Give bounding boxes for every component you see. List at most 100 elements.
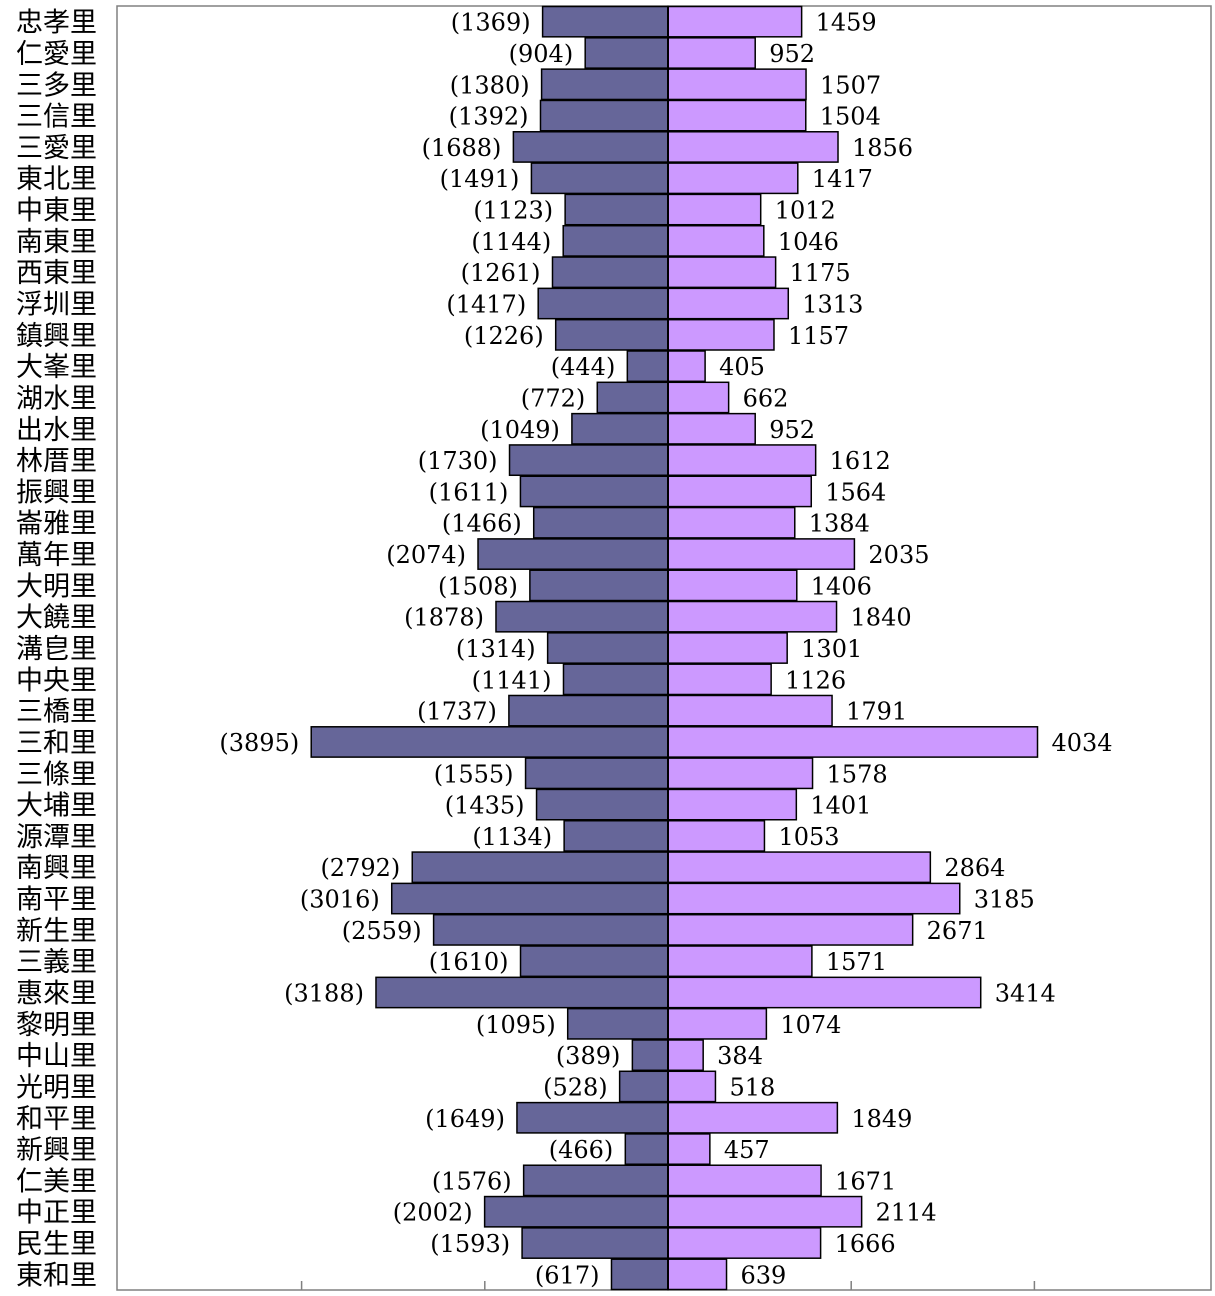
bar-left bbox=[596, 381, 669, 414]
data-label-right: 1012 bbox=[775, 197, 836, 225]
category-label: 南平里 bbox=[16, 885, 97, 916]
data-label-right: 3185 bbox=[974, 886, 1035, 914]
data-label-left: (1261) bbox=[461, 259, 541, 287]
bar-left bbox=[495, 600, 669, 633]
category-label: 大埔里 bbox=[16, 791, 97, 822]
category-label: 黎明里 bbox=[16, 1010, 97, 1041]
category-label: 中正里 bbox=[16, 1198, 97, 1229]
bar-left bbox=[519, 945, 669, 978]
data-label-left: (1392) bbox=[449, 103, 529, 131]
bar-left bbox=[618, 1070, 669, 1103]
bar-left bbox=[532, 506, 669, 539]
bar-right bbox=[667, 1258, 728, 1291]
data-label-left: (2002) bbox=[393, 1199, 473, 1227]
data-label-left: (444) bbox=[551, 353, 616, 381]
category-label: 忠孝里 bbox=[16, 8, 97, 39]
category-label: 三多里 bbox=[16, 70, 97, 101]
data-label-left: (617) bbox=[535, 1261, 600, 1289]
bar-right bbox=[667, 350, 706, 383]
category-label: 南興里 bbox=[16, 853, 97, 884]
bar-right bbox=[667, 131, 839, 163]
data-label-right: 1507 bbox=[820, 71, 881, 99]
data-label-right: 4034 bbox=[1052, 729, 1113, 757]
data-label-right: 662 bbox=[743, 384, 789, 412]
data-label-left: (1508) bbox=[438, 572, 518, 600]
bar-right bbox=[667, 506, 796, 539]
bar-right bbox=[667, 694, 833, 727]
bar-right bbox=[667, 788, 798, 821]
data-label-right: 1666 bbox=[835, 1230, 896, 1258]
data-label-left: (1380) bbox=[450, 71, 530, 99]
data-label-right: 3414 bbox=[995, 979, 1056, 1007]
bar-right bbox=[667, 1101, 839, 1134]
data-label-left: (1737) bbox=[417, 698, 497, 726]
bar-left bbox=[566, 1007, 669, 1040]
bar-left bbox=[631, 1039, 669, 1072]
bar-left bbox=[537, 287, 669, 320]
bar-left bbox=[508, 694, 669, 727]
data-label-left: (1878) bbox=[404, 604, 484, 632]
bar-left bbox=[564, 193, 669, 226]
bar-right bbox=[667, 569, 798, 602]
data-label-left: (1555) bbox=[434, 760, 514, 788]
data-label-left: (772) bbox=[521, 384, 586, 412]
category-label: 三義里 bbox=[16, 947, 97, 978]
category-label: 三橋里 bbox=[16, 697, 97, 728]
bar-left bbox=[571, 412, 669, 445]
data-label-right: 1406 bbox=[811, 572, 872, 600]
bar-right bbox=[667, 1070, 717, 1103]
data-label-right: 952 bbox=[769, 416, 815, 444]
category-label: 崙雅里 bbox=[16, 509, 97, 540]
data-label-left: (466) bbox=[549, 1136, 614, 1164]
bar-right bbox=[667, 632, 788, 664]
bar-right bbox=[667, 99, 807, 132]
bar-left bbox=[626, 350, 669, 383]
category-label: 中東里 bbox=[16, 196, 97, 227]
bar-left bbox=[610, 1258, 669, 1291]
bar-right bbox=[667, 1227, 822, 1259]
data-label-left: (1144) bbox=[471, 228, 551, 256]
data-label-left: (1688) bbox=[422, 134, 502, 162]
data-label-right: 457 bbox=[724, 1136, 770, 1164]
category-label: 振興里 bbox=[16, 477, 97, 508]
data-label-left: (1610) bbox=[429, 948, 509, 976]
data-label-right: 518 bbox=[729, 1073, 775, 1101]
data-label-left: (2074) bbox=[386, 541, 466, 569]
bar-right bbox=[667, 193, 762, 226]
bar-left bbox=[411, 851, 669, 884]
bar-right bbox=[667, 1164, 822, 1197]
bar-right bbox=[667, 945, 813, 978]
data-label-right: 1840 bbox=[851, 604, 912, 632]
bar-right bbox=[667, 412, 756, 445]
bar-left bbox=[519, 475, 669, 508]
bar-left bbox=[524, 757, 669, 790]
data-label-right: 1504 bbox=[820, 103, 881, 131]
bar-left bbox=[390, 882, 669, 915]
bar-right bbox=[667, 1195, 863, 1228]
data-label-left: (1141) bbox=[472, 666, 552, 694]
bar-left bbox=[584, 37, 669, 69]
data-label-right: 1571 bbox=[826, 948, 887, 976]
category-label: 三愛里 bbox=[16, 133, 97, 164]
category-label: 中山里 bbox=[16, 1041, 97, 1072]
bar-left bbox=[563, 819, 669, 852]
data-labels-layer: (1369) 1459 (904) 952 (1380) 1507 (1392) 1504 (1… bbox=[219, 9, 1112, 1290]
category-label: 光明里 bbox=[16, 1072, 97, 1103]
bar-left bbox=[540, 68, 669, 101]
data-label-right: 1564 bbox=[825, 478, 886, 506]
data-label-right: 1157 bbox=[788, 322, 849, 350]
data-label-right: 1301 bbox=[801, 635, 862, 663]
bar-right bbox=[667, 726, 1039, 758]
bar-left bbox=[432, 913, 669, 946]
bar-right bbox=[667, 287, 790, 320]
bar-left bbox=[530, 162, 669, 195]
category-label: 三信里 bbox=[16, 102, 97, 133]
bar-right bbox=[667, 1039, 704, 1072]
category-label: 大明里 bbox=[16, 571, 97, 602]
bar-right bbox=[667, 256, 777, 289]
data-label-right: 1417 bbox=[812, 165, 873, 193]
category-labels-layer: 忠孝里仁愛里三多里三信里三愛里東北里中東里南東里西東里浮圳里鎮興里大峯里湖水里出… bbox=[16, 8, 97, 1292]
bar-right bbox=[667, 68, 807, 101]
data-label-left: (1466) bbox=[442, 510, 522, 538]
